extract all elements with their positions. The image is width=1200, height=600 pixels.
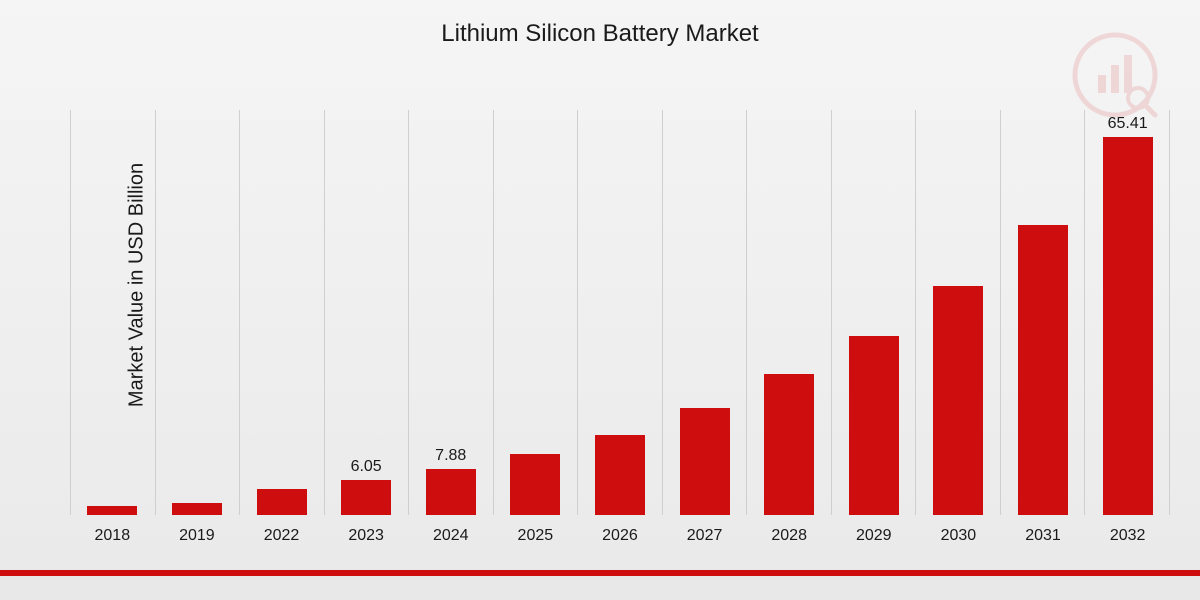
x-label: 2024 [408,527,493,545]
x-label: 2027 [662,527,747,545]
bar-slot [747,110,832,515]
bar [257,489,307,515]
bar [1018,225,1068,515]
bar-value-label: 6.05 [351,458,382,476]
bar [849,336,899,515]
footer-grey-stripe [0,576,1200,600]
plot-area: 6.05 7.88 65.41 [70,110,1170,515]
bar [426,469,476,515]
bar [595,435,645,515]
bar [341,480,391,515]
x-label: 2030 [916,527,1001,545]
chart-container: Lithium Silicon Battery Market Market Va… [0,0,1200,570]
bar-slot [916,110,1001,515]
bar-slot [493,110,578,515]
bar [1103,137,1153,515]
bar [680,408,730,515]
x-label: 2022 [239,527,324,545]
bar-slot: 7.88 [408,110,493,515]
x-label: 2032 [1085,527,1170,545]
bar-slot [662,110,747,515]
x-label: 2023 [324,527,409,545]
x-label: 2026 [578,527,663,545]
x-label: 2028 [747,527,832,545]
x-label: 2019 [155,527,240,545]
chart-title: Lithium Silicon Battery Market [0,0,1200,48]
bar [172,503,222,515]
bar [764,374,814,515]
bar-slot [155,110,240,515]
bar-value-label: 7.88 [435,447,466,465]
bar [87,506,137,515]
bar-slot [239,110,324,515]
x-label: 2031 [1001,527,1086,545]
bar-slot [1001,110,1086,515]
x-label: 2029 [831,527,916,545]
bar-slot [578,110,663,515]
bar-slot: 65.41 [1085,110,1170,515]
footer-bar [0,570,1200,600]
bars-container: 6.05 7.88 65.41 [70,110,1170,515]
bar-slot [831,110,916,515]
x-axis-labels: 2018201920222023202420252026202720282029… [70,527,1170,545]
bar [933,286,983,515]
bar-slot: 6.05 [324,110,409,515]
x-label: 2025 [493,527,578,545]
x-label: 2018 [70,527,155,545]
bar-value-label: 65.41 [1108,115,1148,133]
bar [510,454,560,515]
bar-slot [70,110,155,515]
